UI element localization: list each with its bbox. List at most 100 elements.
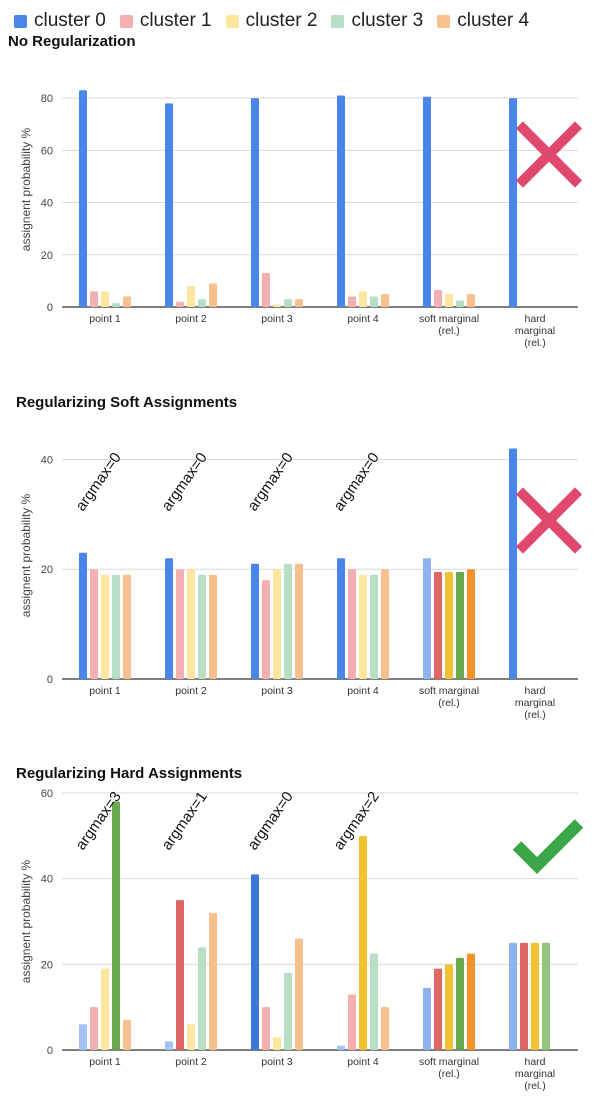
bar-4-2 xyxy=(445,571,453,679)
annotation-3: argmax=2 xyxy=(330,789,382,854)
bar-2-1 xyxy=(262,580,270,679)
bar-3-3 xyxy=(370,296,378,307)
x-tick-label: point 4 xyxy=(347,313,379,325)
bar-1-0 xyxy=(165,103,173,307)
bar-0-1 xyxy=(90,569,98,679)
chart-3: 0 20 40 60 assignent probability % point 1 poi… xyxy=(19,788,584,1092)
bar-4-3 xyxy=(456,300,464,307)
y-tick-label: 40 xyxy=(41,198,53,210)
bar-5-0 xyxy=(509,942,517,1050)
x-tick-label: point 1 xyxy=(89,313,121,325)
bar-3-0 xyxy=(337,558,345,679)
bar-3-1 xyxy=(348,994,356,1050)
y-tick-label: 60 xyxy=(41,145,53,157)
bar-5-0 xyxy=(509,448,517,679)
bar-1-0 xyxy=(165,558,173,679)
bar-3-0 xyxy=(337,95,345,307)
bar-5-1 xyxy=(520,942,528,1050)
y-axis-label: assignent probability % xyxy=(19,127,33,251)
bar-3-0 xyxy=(337,1045,345,1050)
x-tick-label: point 2 xyxy=(175,685,207,697)
legend-swatch-1 xyxy=(119,14,133,28)
bar-0-4 xyxy=(123,1020,131,1050)
legend-item-1: cluster 1 xyxy=(119,10,212,32)
bar-0-2 xyxy=(101,574,109,679)
legend-label-2: cluster 2 xyxy=(245,10,318,31)
bar-1-3 xyxy=(198,947,206,1050)
bar-2-4 xyxy=(295,299,303,307)
y-tick-label: 20 xyxy=(41,959,53,971)
legend-item-4: cluster 4 xyxy=(437,10,529,32)
y-tick-label: 0 xyxy=(47,302,53,314)
bar-1-0 xyxy=(165,1041,173,1050)
legend-item-2: cluster 2 xyxy=(225,10,318,32)
y-axis-label: assignent probability % xyxy=(19,493,33,617)
bar-0-4 xyxy=(123,296,131,307)
legend-label-3: cluster 3 xyxy=(351,10,424,31)
bar-3-2 xyxy=(359,835,367,1050)
legend: cluster 0 cluster 1 cluster 2 cluster 3 clus… xyxy=(0,6,599,36)
legend-swatch-4 xyxy=(437,14,451,28)
bar-0-4 xyxy=(123,574,131,679)
bar-2-1 xyxy=(262,273,270,307)
bar-2-3 xyxy=(284,563,292,679)
cross-icon xyxy=(515,487,583,554)
y-tick-label: 60 xyxy=(41,788,53,800)
bar-4-1 xyxy=(434,968,442,1050)
bar-5-2 xyxy=(531,942,539,1050)
annotation-2: argmax=0 xyxy=(244,789,296,854)
cross-icon xyxy=(515,121,583,188)
bar-4-0 xyxy=(423,987,431,1050)
bar-3-3 xyxy=(370,953,378,1050)
x-tick-label: point 3 xyxy=(261,313,293,325)
cross-stroke-2 xyxy=(515,487,583,554)
bar-1-4 xyxy=(209,283,217,307)
x-tick-label: point 1 xyxy=(89,1056,121,1068)
bar-1-1 xyxy=(176,301,184,307)
x-tick-label: point 1 xyxy=(89,685,121,697)
bar-2-0 xyxy=(251,98,259,307)
bar-4-3 xyxy=(456,957,464,1050)
bar-0-0 xyxy=(79,90,87,308)
bar-1-3 xyxy=(198,574,206,679)
bar-4-4 xyxy=(467,293,475,307)
x-tick-label: point 4 xyxy=(347,1056,379,1068)
bar-3-2 xyxy=(359,574,367,679)
y-tick-label: 40 xyxy=(41,874,53,886)
x-tick-label: hard marginal (rel.) xyxy=(515,313,555,349)
bar-1-4 xyxy=(209,912,217,1050)
bar-4-2 xyxy=(445,964,453,1050)
bar-1-4 xyxy=(209,574,217,679)
x-tick-label: point 2 xyxy=(175,313,207,325)
bar-0-2 xyxy=(101,968,109,1050)
bar-0-3 xyxy=(112,801,120,1050)
bar-3-3 xyxy=(370,574,378,679)
legend-label-1: cluster 1 xyxy=(139,10,212,31)
bar-2-2 xyxy=(273,1037,281,1050)
bar-0-0 xyxy=(79,552,87,679)
bar-2-0 xyxy=(251,874,259,1050)
bar-4-3 xyxy=(456,571,464,679)
y-axis-label: assignent probability % xyxy=(19,859,33,983)
bar-0-2 xyxy=(101,291,109,307)
x-tick-label: soft marginal (rel.) xyxy=(419,1056,479,1080)
legend-swatch-3 xyxy=(331,14,345,28)
bar-2-3 xyxy=(284,299,292,307)
bar-0-3 xyxy=(112,303,120,307)
y-tick-label: 80 xyxy=(41,93,53,105)
bar-3-1 xyxy=(348,569,356,679)
bar-4-2 xyxy=(445,293,453,307)
bar-0-1 xyxy=(90,291,98,307)
bar-0-3 xyxy=(112,574,120,679)
bar-3-4 xyxy=(381,293,389,307)
x-tick-label: point 3 xyxy=(261,685,293,697)
bar-5-3 xyxy=(542,942,550,1050)
bar-4-4 xyxy=(467,569,475,679)
chart-1: 0 20 40 60 80 assignent probability % point 1 p… xyxy=(19,90,583,349)
check-icon xyxy=(512,819,584,874)
y-tick-label: 20 xyxy=(41,250,53,262)
bar-1-2 xyxy=(187,286,195,307)
x-tick-label: hard marginal (rel.) xyxy=(515,685,555,721)
legend-item-0: cluster 0 xyxy=(14,10,106,32)
chart-2: 0 20 40 assignent probability % point 1 point… xyxy=(19,448,583,721)
